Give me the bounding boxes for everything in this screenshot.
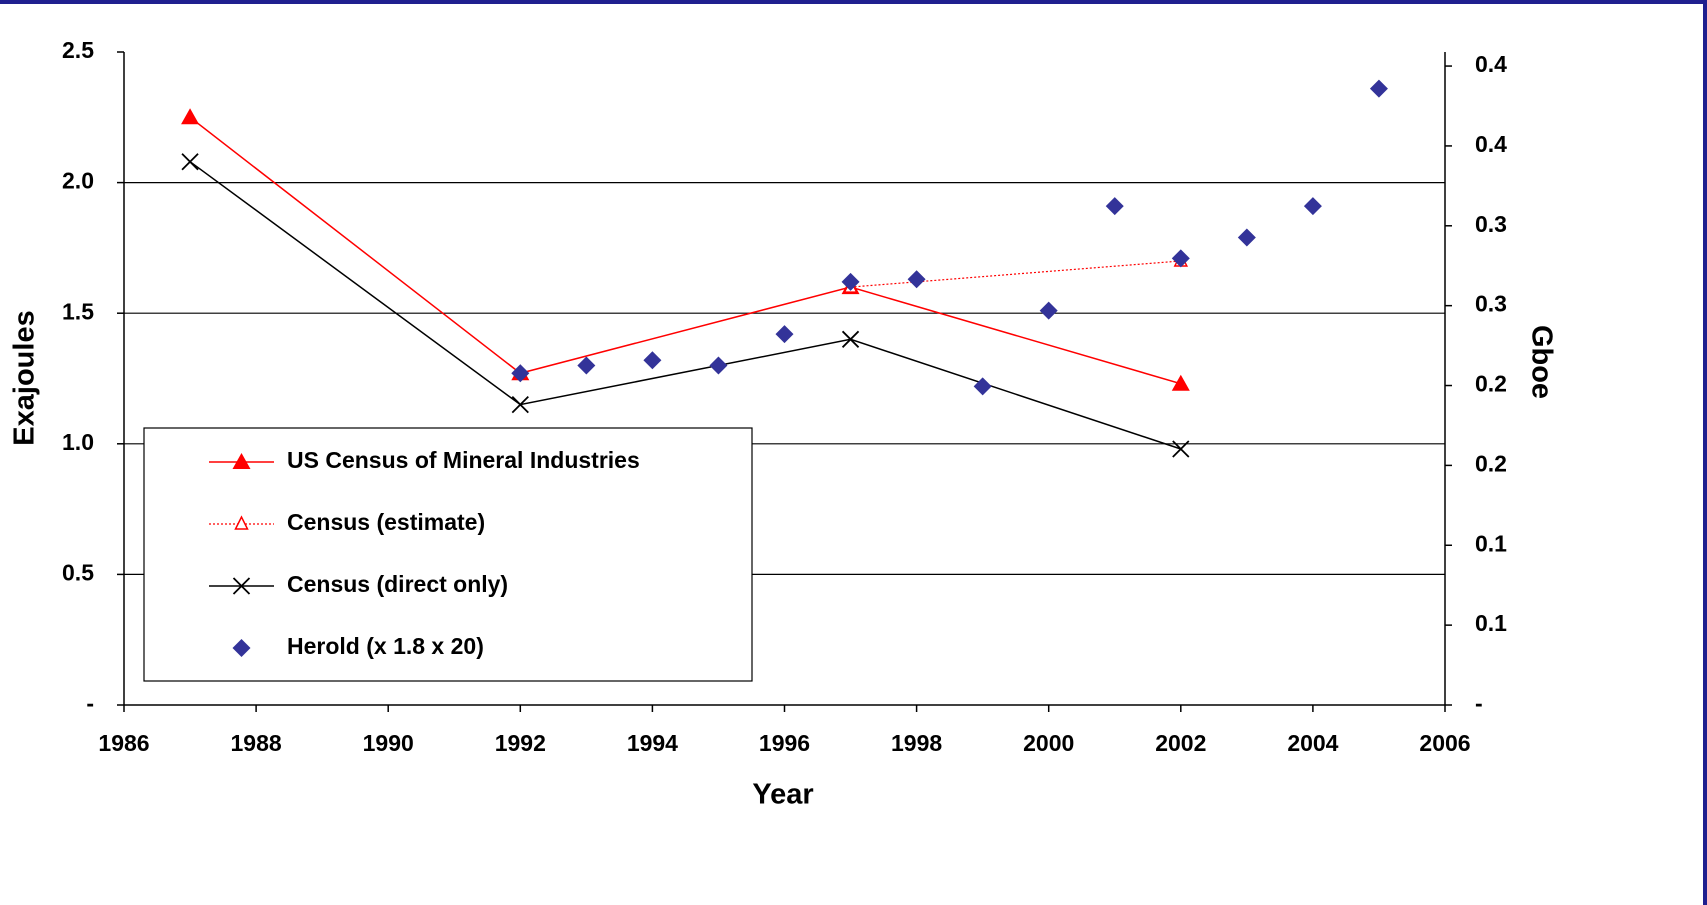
legend-marker [232,453,251,469]
series-line [189,161,1182,450]
marker [1303,197,1322,216]
y2-tick-label: 0.2 [1475,371,1507,397]
y2-tick-label: 0.1 [1475,530,1507,556]
legend-marker [232,577,251,595]
marker [511,395,529,414]
marker [1171,374,1190,391]
marker [577,356,596,375]
x-tick-label: 1988 [231,730,282,756]
y2-axis-title: Gboe [1525,325,1557,399]
y-tick-label: 1.5 [62,298,94,324]
y-axis-title: Exajoules [9,310,41,445]
y2-tick-label: 0.4 [1475,131,1507,157]
y2-tick-label: - [1475,690,1483,716]
x-axis-title: Year [752,779,813,811]
marker [1039,301,1058,320]
y-tick-label: 1.0 [62,429,94,455]
marker [1171,249,1190,268]
marker [643,351,662,370]
marker [1369,79,1388,98]
y-tick-label: 2.0 [62,168,94,194]
legend-label: Census (estimate) [287,509,485,535]
y2-tick-label: 0.4 [1475,51,1507,77]
legend-label: US Census of Mineral Industries [287,447,640,473]
legend: US Census of Mineral Industries Census (e… [143,427,753,682]
marker [841,272,860,291]
right-border [1703,0,1707,905]
marker [973,377,992,396]
y2-tick-label: 0.3 [1475,291,1507,317]
y-tick-label: - [86,690,94,716]
marker [511,364,530,383]
y-tick-label: 0.5 [62,559,94,585]
x-tick-label: 1990 [363,730,414,756]
x-tick-label: 1994 [627,730,678,756]
marker [1237,228,1256,247]
x-tick-label: 1986 [98,730,149,756]
marker [1172,440,1190,458]
marker [841,330,860,348]
marker [775,325,794,344]
y2-tick-label: 0.2 [1475,450,1507,476]
x-tick-label: 1996 [759,730,810,756]
marker [907,270,926,289]
y-tick-label: 2.5 [62,37,94,63]
legend-marker [234,515,249,530]
series-line [189,116,1182,385]
legend-label: Herold (x 1.8 x 20) [287,633,484,659]
x-tick-label: 1998 [891,730,942,756]
legend-label: Census (direct only) [287,571,508,597]
series-line [850,260,1181,288]
x-tick-label: 2006 [1419,730,1470,756]
y2-tick-label: 0.3 [1475,211,1507,237]
top-border [0,0,1707,4]
marker [1105,197,1124,216]
x-tick-label: 2004 [1287,730,1338,756]
x-tick-label: 2000 [1023,730,1074,756]
y2-tick-label: 0.1 [1475,610,1507,636]
marker [181,108,200,125]
marker [181,153,199,171]
legend-box [143,427,753,682]
marker [709,356,728,375]
legend-marker [232,639,251,657]
x-tick-label: 2002 [1155,730,1206,756]
x-tick-label: 1992 [495,730,546,756]
